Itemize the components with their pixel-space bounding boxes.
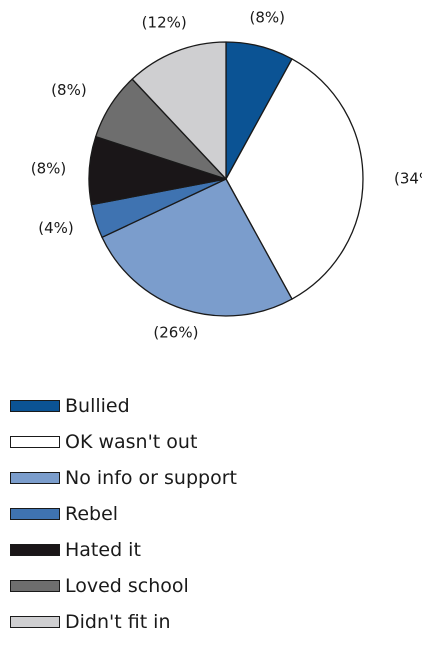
legend-item-rebel: Rebel [10,496,237,532]
pie-chart: (8%) (34%) (26%) (4%) (8%) (8%) (12%) [31,9,422,342]
legend-item-didnt-fit-in: Didn't fit in [10,604,237,640]
legend-label-rebel: Rebel [65,502,119,525]
legend-label-no-info-or-support: No info or support [65,466,237,489]
legend-label-ok-wasnt-out: OK wasn't out [65,430,198,453]
percent-labels: (8%) (34%) (26%) (4%) (8%) (8%) (12%) [31,9,422,342]
legend-swatch-didnt-fit-in [10,616,60,628]
percent-label-didn-t-fit-in: (12%) [142,13,187,31]
percent-label-ok-wasn-t-out: (34%) [394,170,422,188]
pie-slice-no-info-or-support [101,178,293,317]
legend-swatch-hated-it [10,544,60,556]
legend-label-didnt-fit-in: Didn't fit in [65,610,171,633]
legend-label-bullied: Bullied [65,394,130,417]
percent-label-hated-it: (8%) [31,160,67,178]
legend-swatch-loved-school [10,580,60,592]
pie-slice-ok-wasn-t-out [225,58,364,300]
legend-label-loved-school: Loved school [65,574,189,597]
legend-swatch-no-info-or-support [10,472,60,484]
legend-swatch-ok-wasnt-out [10,436,60,448]
percent-label-rebel: (4%) [38,219,74,237]
pie-slices [88,41,364,317]
legend-label-hated-it: Hated it [65,538,141,561]
legend-item-ok-wasnt-out: OK wasn't out [10,424,237,460]
pie-slice-didn-t-fit-in [131,41,227,180]
legend-item-no-info-or-support: No info or support [10,460,237,496]
legend-swatch-rebel [10,508,60,520]
percent-label-no-info-or-support: (26%) [153,324,198,342]
legend-item-loved-school: Loved school [10,568,237,604]
legend-item-bullied: Bullied [10,388,237,424]
legend: Bullied OK wasn't out No info or support… [10,388,237,640]
percent-label-bullied: (8%) [250,9,286,27]
legend-item-hated-it: Hated it [10,532,237,568]
percent-label-loved-school: (8%) [51,81,87,99]
legend-swatch-bullied [10,400,60,412]
